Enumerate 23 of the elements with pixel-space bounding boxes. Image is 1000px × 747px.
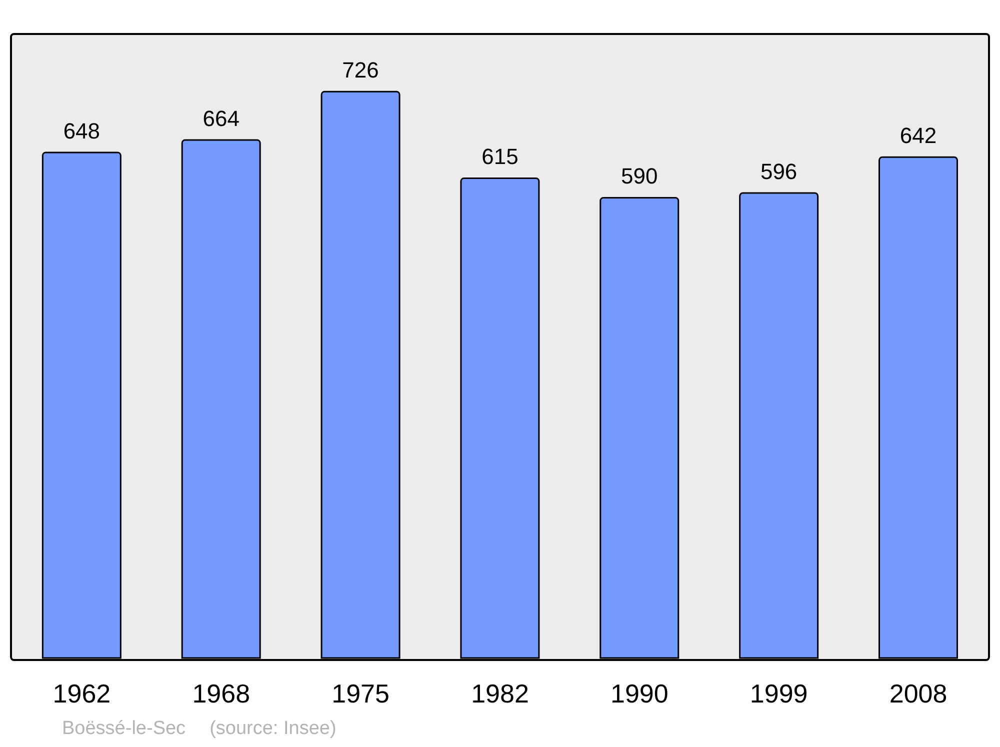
x-tick-label: 1990 — [610, 678, 668, 708]
x-tick-label: 1999 — [750, 678, 808, 708]
data-label: 726 — [342, 58, 379, 83]
data-label: 590 — [621, 164, 658, 189]
bar — [181, 139, 261, 659]
bar — [878, 156, 958, 659]
data-label: 648 — [63, 118, 100, 144]
bar — [739, 192, 819, 659]
text: (source: Insee) — [210, 718, 336, 739]
text: Boëssé-le-Sec — [62, 718, 186, 739]
x-tick-label: 1982 — [471, 678, 529, 708]
data-label: 615 — [482, 144, 518, 170]
x-tick-label: 1962 — [52, 678, 111, 708]
bar — [460, 177, 540, 659]
bar — [320, 90, 400, 659]
x-tick-label: 2008 — [889, 678, 948, 708]
x-tick-label: 1975 — [332, 678, 390, 708]
data-label: 596 — [760, 159, 798, 184]
data-label: 664 — [202, 106, 240, 132]
bar — [600, 196, 680, 659]
x-tick-label: 1968 — [192, 678, 250, 708]
bar — [42, 152, 122, 659]
data-label: 642 — [900, 123, 937, 148]
